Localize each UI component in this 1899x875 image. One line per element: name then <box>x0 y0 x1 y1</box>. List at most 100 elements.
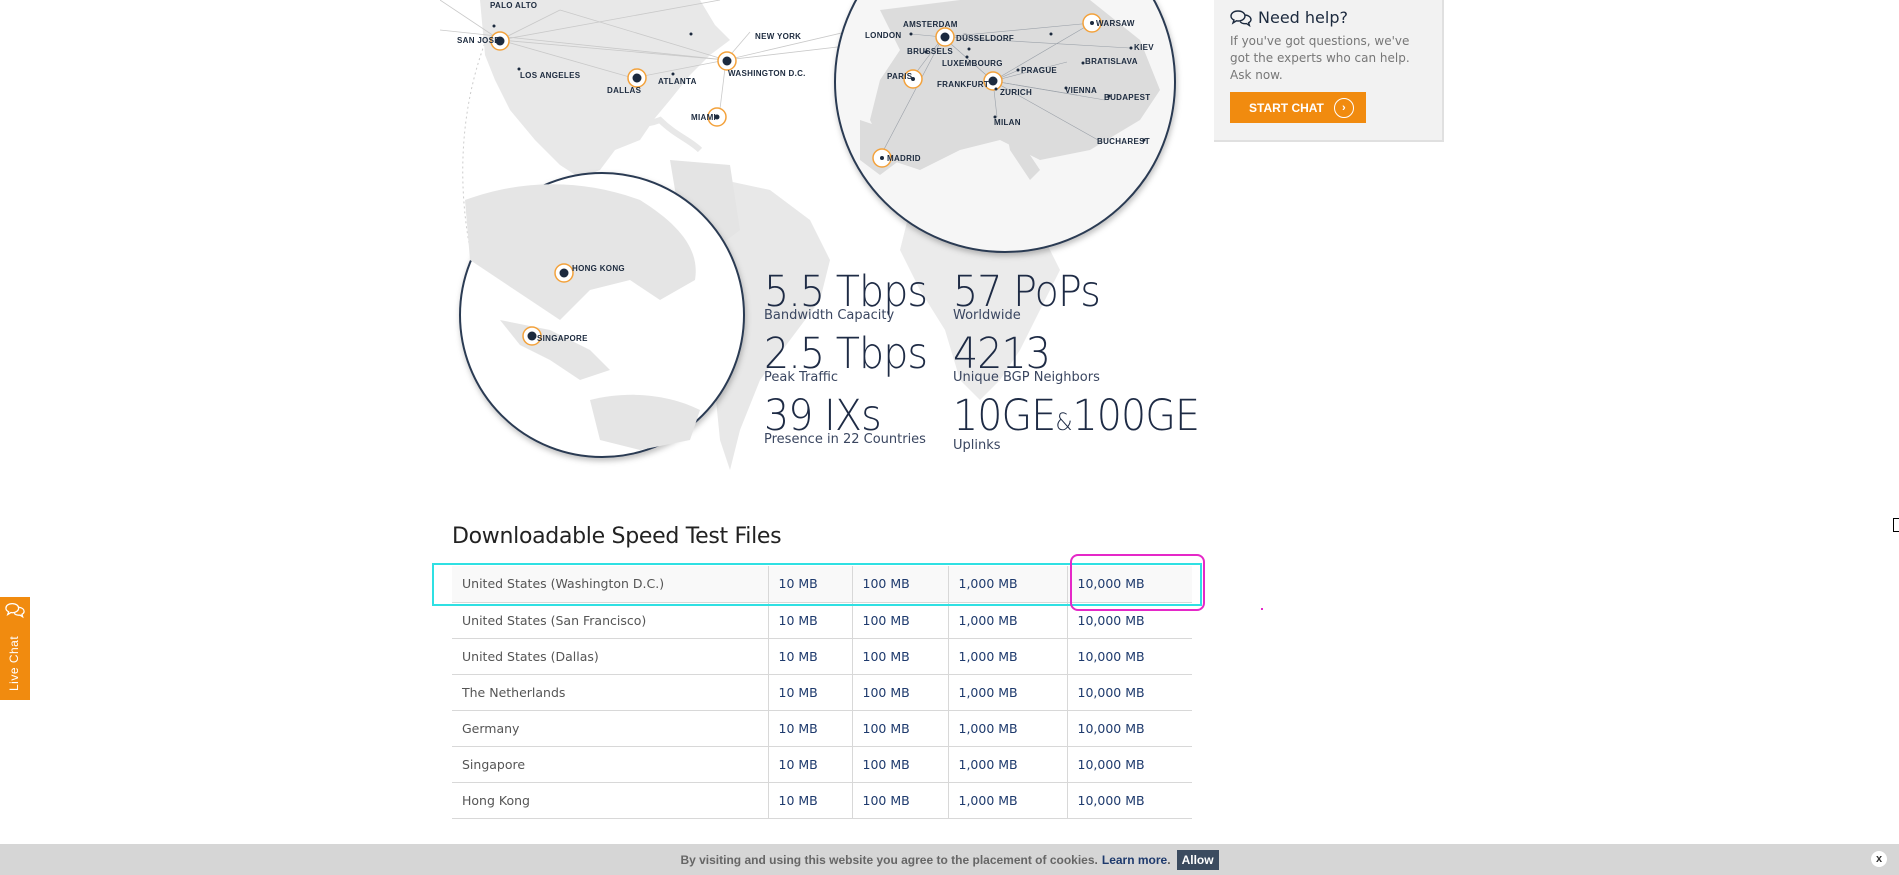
download-link-s3[interactable]: 1,000 MB <box>948 674 1068 711</box>
download-link-s1[interactable]: 10 MB <box>768 674 853 711</box>
download-link-s3[interactable]: 1,000 MB <box>948 746 1068 783</box>
city-label-miami: MIAMI <box>691 113 716 122</box>
arrow-circle-icon: › <box>1333 97 1354 118</box>
help-title-row: Need help? <box>1230 8 1427 27</box>
location-cell: Hong Kong <box>452 782 769 819</box>
location-cell: Singapore <box>452 746 769 783</box>
chat-bubbles-icon <box>1230 9 1252 27</box>
city-label-zurich: ZURICH <box>1000 88 1032 97</box>
location-cell: United States (San Francisco) <box>452 602 769 639</box>
europe-inset-circle <box>834 0 1176 253</box>
city-label-dallas: DALLAS <box>607 86 642 95</box>
table-row: Germany 10 MB 100 MB 1,000 MB 10,000 MB <box>452 710 1192 747</box>
download-link-s4[interactable]: 10,000 MB <box>1067 746 1192 783</box>
stat-label: Worldwide <box>953 308 1021 323</box>
help-text: If you've got questions, we've got the e… <box>1230 34 1410 82</box>
download-link-s2[interactable]: 100 MB <box>852 566 949 603</box>
download-link-s2[interactable]: 100 MB <box>852 602 949 639</box>
stat-value: 39 IXs <box>764 391 882 441</box>
city-label-atlanta: ATLANTA <box>658 77 697 86</box>
download-link-s1[interactable]: 10 MB <box>768 746 853 783</box>
download-link-s1[interactable]: 10 MB <box>768 638 853 675</box>
table-row: Hong Kong 10 MB 100 MB 1,000 MB 10,000 MB <box>452 782 1192 819</box>
city-label-los-angeles: LOS ANGELES <box>520 71 581 80</box>
stat-label: Peak Traffic <box>764 370 839 385</box>
stat-ixs: 39 IXs Presence in 22 Countries <box>764 394 926 447</box>
location-cell: The Netherlands <box>452 674 769 711</box>
download-link-s4[interactable]: 10,000 MB <box>1067 602 1192 639</box>
download-link-s1[interactable]: 10 MB <box>768 566 853 603</box>
download-link-s2[interactable]: 100 MB <box>852 782 949 819</box>
city-label-milan: MILAN <box>994 118 1021 127</box>
table-row: Singapore 10 MB 100 MB 1,000 MB 10,000 MB <box>452 746 1192 783</box>
table-row: United States (Washington D.C.) 10 MB 100 … <box>452 566 1192 603</box>
city-label-san-jose: SAN JOSE <box>457 36 500 45</box>
download-link-s3[interactable]: 1,000 MB <box>948 566 1068 603</box>
city-label-washington: WASHINGTON D.C. <box>728 69 806 78</box>
download-link-s1[interactable]: 10 MB <box>768 782 853 819</box>
marker-dot <box>1261 608 1263 610</box>
city-label-budapest: BUDAPEST <box>1104 93 1150 102</box>
download-link-s2[interactable]: 100 MB <box>852 746 949 783</box>
stat-peak-traffic: 2.5 Tbps Peak Traffic <box>764 332 941 385</box>
table-row: The Netherlands 10 MB 100 MB 1,000 MB 10,000… <box>452 674 1192 711</box>
mouse-cursor <box>1893 518 1899 532</box>
stat-label: Bandwidth Capacity <box>764 308 895 323</box>
download-link-s4[interactable]: 10,000 MB <box>1067 638 1192 675</box>
cookie-bar: By visiting and using this website you a… <box>0 844 1899 875</box>
stat-value: 57 PoPs <box>953 267 1101 317</box>
city-label-bucharest: BUCHAREST <box>1097 137 1150 146</box>
cookie-period: . <box>1167 852 1171 867</box>
stat-value-part: 10GE <box>953 391 1056 441</box>
download-link-s2[interactable]: 100 MB <box>852 638 949 675</box>
network-map: PALO ALTO SAN JOSE LOS ANGELES DALLAS AT… <box>440 0 1200 480</box>
speed-test-title: Downloadable Speed Test Files <box>452 524 782 549</box>
stat-value-amp: & <box>1055 408 1073 436</box>
download-link-s4[interactable]: 10,000 MB <box>1067 566 1192 603</box>
city-label-palo-alto: PALO ALTO <box>490 1 537 10</box>
stat-label: Unique BGP Neighbors <box>953 370 1100 385</box>
help-title: Need help? <box>1258 8 1348 27</box>
city-label-brussels: BRUSSELS <box>907 47 953 56</box>
city-label-london: LONDON <box>865 31 901 40</box>
download-link-s3[interactable]: 1,000 MB <box>948 602 1068 639</box>
download-link-s3[interactable]: 1,000 MB <box>948 782 1068 819</box>
city-label-amsterdam: AMSTERDAM <box>903 20 958 29</box>
download-link-s2[interactable]: 100 MB <box>852 674 949 711</box>
stat-label: Uplinks <box>953 438 1001 453</box>
stat-uplinks: 10GE&100GE Uplinks <box>953 394 1221 453</box>
speed-test-table: United States (Washington D.C.) 10 MB 100 … <box>452 566 1192 819</box>
close-icon[interactable]: x <box>1871 851 1887 867</box>
download-link-s2[interactable]: 100 MB <box>852 710 949 747</box>
city-label-hong-kong: HONG KONG <box>572 264 625 273</box>
stat-pops: 57 PoPs Worldwide <box>953 270 1113 323</box>
download-link-s1[interactable]: 10 MB <box>768 602 853 639</box>
allow-cookies-button[interactable]: Allow <box>1176 849 1219 870</box>
city-label-luxembourg: LUXEMBOURG <box>942 59 1003 68</box>
stat-value: 5.5 Tbps <box>764 267 928 317</box>
download-link-s3[interactable]: 1,000 MB <box>948 638 1068 675</box>
stat-value: 2.5 Tbps <box>764 329 928 379</box>
city-label-singapore: SINGAPORE <box>537 334 588 343</box>
live-chat-label: Live Chat <box>7 635 21 691</box>
cookie-text: By visiting and using this website you a… <box>680 852 1098 867</box>
start-chat-button[interactable]: START CHAT › <box>1230 92 1366 123</box>
download-link-s4[interactable]: 10,000 MB <box>1067 782 1192 819</box>
help-box: Need help? If you've got questions, we'v… <box>1214 0 1444 142</box>
city-label-dusseldorf: DÜSSELDORF <box>956 34 1014 43</box>
download-link-s4[interactable]: 10,000 MB <box>1067 710 1192 747</box>
live-chat-tab[interactable]: Live Chat <box>0 597 30 700</box>
learn-more-link[interactable]: Learn more <box>1101 852 1168 867</box>
start-chat-label: START CHAT <box>1249 100 1324 115</box>
stat-label: Presence in 22 Countries <box>764 432 926 447</box>
city-label-paris: PARIS <box>887 72 913 81</box>
asia-inset-circle <box>459 172 745 458</box>
download-link-s4[interactable]: 10,000 MB <box>1067 674 1192 711</box>
location-cell: United States (Dallas) <box>452 638 769 675</box>
stat-value: 10GE&100GE <box>953 391 1200 444</box>
download-link-s3[interactable]: 1,000 MB <box>948 710 1068 747</box>
download-link-s1[interactable]: 10 MB <box>768 710 853 747</box>
city-label-frankfurt: FRANKFURT <box>937 80 989 89</box>
city-label-new-york: NEW YORK <box>755 32 801 41</box>
stat-bandwidth: 5.5 Tbps Bandwidth Capacity <box>764 270 941 323</box>
